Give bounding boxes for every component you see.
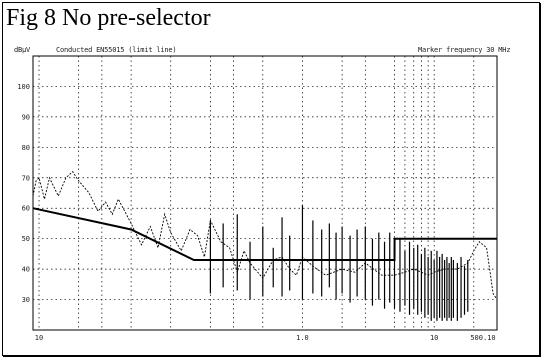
y-tick-label: 100 bbox=[17, 83, 30, 91]
x-tick-label: 10 bbox=[430, 334, 438, 342]
y-tick-label: 40 bbox=[22, 266, 30, 274]
figure-frame bbox=[2, 2, 540, 356]
y-tick-label: 70 bbox=[22, 174, 30, 182]
y-tick-label: 30 bbox=[22, 296, 30, 304]
x-tick-label: 500.10 bbox=[470, 334, 495, 342]
x-tick-label: 10 bbox=[35, 334, 43, 342]
y-tick-label: 50 bbox=[22, 235, 30, 243]
limit-line bbox=[32, 207, 497, 261]
y-tick-label: 60 bbox=[22, 205, 30, 213]
header-left-text: Conducted EN55015 (limit line) bbox=[56, 46, 177, 54]
figure-caption: Fig 8 No pre-selector bbox=[6, 5, 211, 31]
plot-area-border bbox=[32, 55, 498, 331]
header-unit-label: dBµV bbox=[14, 46, 31, 54]
header-right-text: Marker frequency 30 MHz bbox=[418, 46, 511, 54]
y-tick-label: 80 bbox=[22, 144, 30, 152]
x-tick-label: 1.0 bbox=[296, 334, 309, 342]
measured-trace bbox=[32, 171, 498, 300]
y-tick-label: 90 bbox=[22, 113, 30, 121]
